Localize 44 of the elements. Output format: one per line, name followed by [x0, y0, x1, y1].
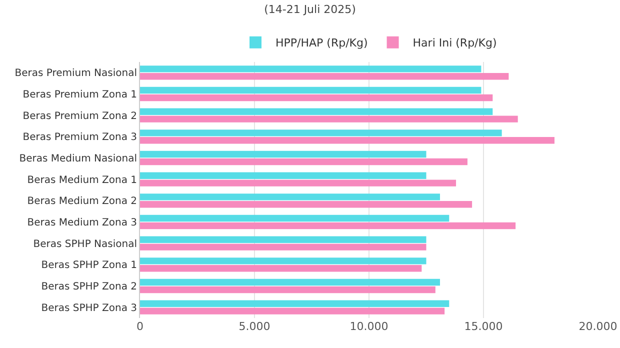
y-tick-label: Beras Medium Zona 3 — [27, 218, 137, 228]
y-tick-label: Beras Premium Zona 2 — [22, 110, 137, 122]
bar — [140, 265, 422, 272]
y-tick-label: Beras Premium Zona 1 — [22, 90, 137, 100]
bar — [140, 172, 426, 179]
bar — [140, 108, 493, 115]
bar — [140, 308, 445, 314]
bar — [140, 222, 516, 230]
chart-title: (14-21 Juli 2025) — [264, 2, 356, 16]
bar — [140, 214, 450, 222]
bar — [140, 66, 482, 72]
bar — [140, 236, 426, 243]
bar — [140, 94, 493, 102]
bar — [140, 300, 450, 307]
bar — [140, 258, 426, 264]
x-tick-label: 15.000 — [464, 320, 503, 333]
bar — [140, 278, 440, 286]
y-tick-label: Beras Medium Zona 1 — [27, 174, 137, 186]
x-tick-label: 20.000 — [578, 320, 618, 333]
bar — [140, 73, 509, 80]
y-tick-label: Beras Medium Nasional — [19, 154, 137, 164]
bar — [140, 244, 426, 250]
legend-label: HPP/HAP (Rp/Kg) — [276, 36, 368, 50]
y-tick-label: Beras SPHP Nasional — [33, 238, 137, 250]
x-tick-label: 10.000 — [350, 320, 388, 333]
bar — [140, 158, 468, 166]
bar — [140, 86, 482, 94]
bar — [140, 137, 554, 144]
bar — [140, 130, 502, 136]
y-tick-label: Beras Premium Nasional — [14, 68, 137, 80]
y-tick-label: Beras Premium Zona 3 — [22, 132, 137, 144]
bar — [140, 286, 436, 294]
x-tick-label: 5.000 — [238, 320, 270, 333]
y-tick-label: Beras SPHP Zona 1 — [41, 260, 137, 272]
y-tick-label: Beras SPHP Zona 3 — [41, 302, 137, 314]
bar — [140, 180, 456, 186]
legend-label: Hari Ini (Rp/Kg) — [412, 36, 497, 50]
bar — [140, 194, 440, 200]
y-tick-label: Beras SPHP Zona 2 — [41, 282, 137, 292]
y-tick-label: Beras Medium Zona 2 — [27, 196, 137, 208]
bar — [140, 116, 518, 122]
bar — [140, 150, 426, 158]
x-tick-label: 0 — [136, 320, 144, 333]
bar — [140, 201, 472, 208]
